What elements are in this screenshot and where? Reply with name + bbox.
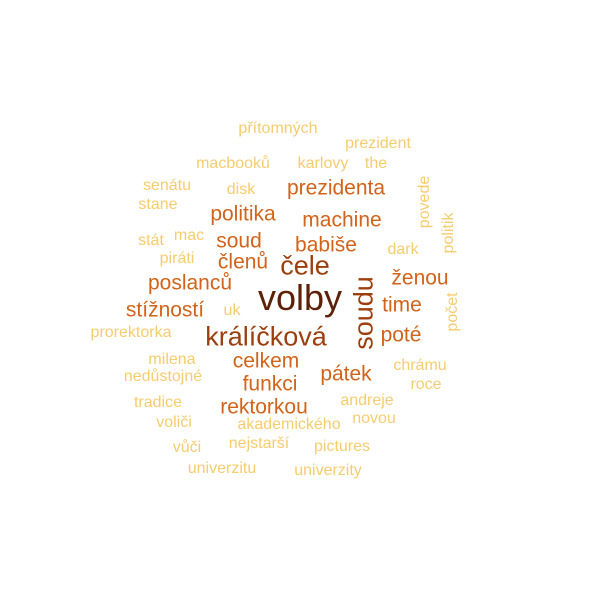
word: funkci — [242, 372, 298, 396]
word: machine — [302, 208, 382, 232]
word: mac — [173, 227, 205, 244]
word: pictures — [313, 438, 371, 455]
word: univerzitu — [187, 460, 257, 477]
word: prezidenta — [286, 176, 386, 200]
word: stát — [138, 232, 164, 249]
word: politika — [210, 202, 276, 226]
word: voliči — [156, 414, 192, 431]
word: čele — [280, 250, 330, 281]
word: nejstarší — [228, 435, 290, 452]
word: politik — [440, 212, 457, 254]
word: poslanců — [147, 271, 233, 295]
word: piráti — [159, 250, 195, 267]
word: akademického — [237, 416, 341, 433]
word: povede — [416, 175, 433, 229]
word: univerzity — [294, 462, 362, 479]
word: počet — [444, 292, 461, 332]
word: prorektorka — [90, 324, 172, 341]
word: soudu — [348, 276, 379, 350]
word: prezident — [345, 135, 411, 152]
word: stížností — [125, 298, 205, 322]
word: the — [364, 155, 388, 172]
word: králíčková — [205, 321, 327, 352]
word: karlovy — [297, 155, 349, 172]
word: soud — [216, 229, 262, 253]
word: babiše — [295, 233, 357, 257]
word: disk — [226, 181, 256, 198]
word: celkem — [232, 349, 300, 373]
word: uk — [223, 302, 241, 319]
word: macbooků — [196, 155, 270, 172]
word: ženou — [391, 266, 449, 290]
word: poté — [380, 323, 422, 347]
word: novou — [352, 410, 396, 427]
word: pátek — [320, 362, 372, 386]
word: senátu — [142, 177, 192, 194]
word: rektorkou — [220, 395, 308, 419]
word: chrámu — [393, 357, 447, 374]
word: volby — [257, 277, 343, 318]
word: vůči — [172, 439, 202, 456]
word: tradice — [133, 394, 183, 411]
word: roce — [410, 376, 442, 393]
word: milena — [148, 351, 196, 368]
word: andreje — [340, 392, 394, 409]
word: stane — [138, 196, 178, 213]
word: nedůstojné — [123, 368, 203, 385]
word: přítomných — [238, 120, 318, 137]
word: dark — [387, 241, 419, 258]
word: time — [382, 293, 422, 317]
word: členů — [217, 250, 269, 274]
